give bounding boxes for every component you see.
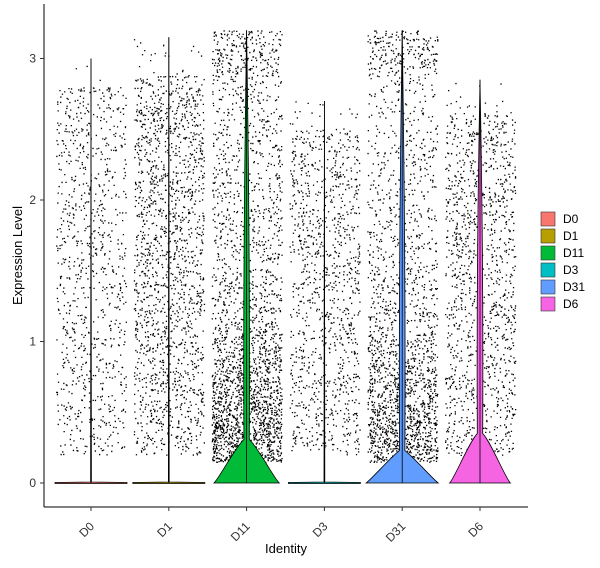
legend-swatch-d1: [540, 228, 556, 244]
x-tick-label-d3: D3: [310, 519, 331, 540]
y-tick-label: 1: [29, 335, 36, 349]
legend-swatch-d11: [540, 245, 556, 261]
x-tick-label-d11: D11: [228, 519, 253, 544]
points-d3: [289, 101, 361, 456]
legend-swatch-d6: [540, 296, 556, 312]
legend-label-d3: D3: [563, 263, 579, 277]
legend-label-d6: D6: [563, 297, 579, 311]
y-ticks: 0 1 2 3: [29, 52, 44, 490]
x-tick-label-d6: D6: [465, 519, 486, 540]
axes: [43, 4, 528, 508]
legend-swatch-d3: [540, 262, 556, 278]
jitter-points: [56, 30, 517, 464]
legend-label-d11: D11: [563, 246, 584, 260]
x-ticks: D0 D1 D11 D3 D31 D6: [76, 507, 486, 545]
legend-swatch-d31: [540, 279, 556, 295]
legend-label-d0: D0: [563, 212, 579, 226]
violins: [54, 30, 512, 484]
legend-label-d1: D1: [563, 229, 579, 243]
legend-swatch-d0: [540, 211, 556, 227]
x-tick-label-d0: D0: [76, 519, 97, 540]
x-tick-label-d1: D1: [154, 519, 175, 540]
legend-label-d31: D31: [563, 280, 585, 294]
points-d1: [133, 39, 206, 456]
x-axis-title: Identity: [265, 541, 307, 556]
y-tick-label: 2: [29, 193, 36, 207]
y-tick-label: 3: [29, 52, 36, 66]
y-tick-label: 0: [29, 476, 36, 490]
legend: D0 D1 D11 D3 D31 D6: [540, 211, 585, 312]
x-tick-label-d31: D31: [383, 519, 409, 545]
y-axis-title: Expression Level: [10, 206, 25, 305]
